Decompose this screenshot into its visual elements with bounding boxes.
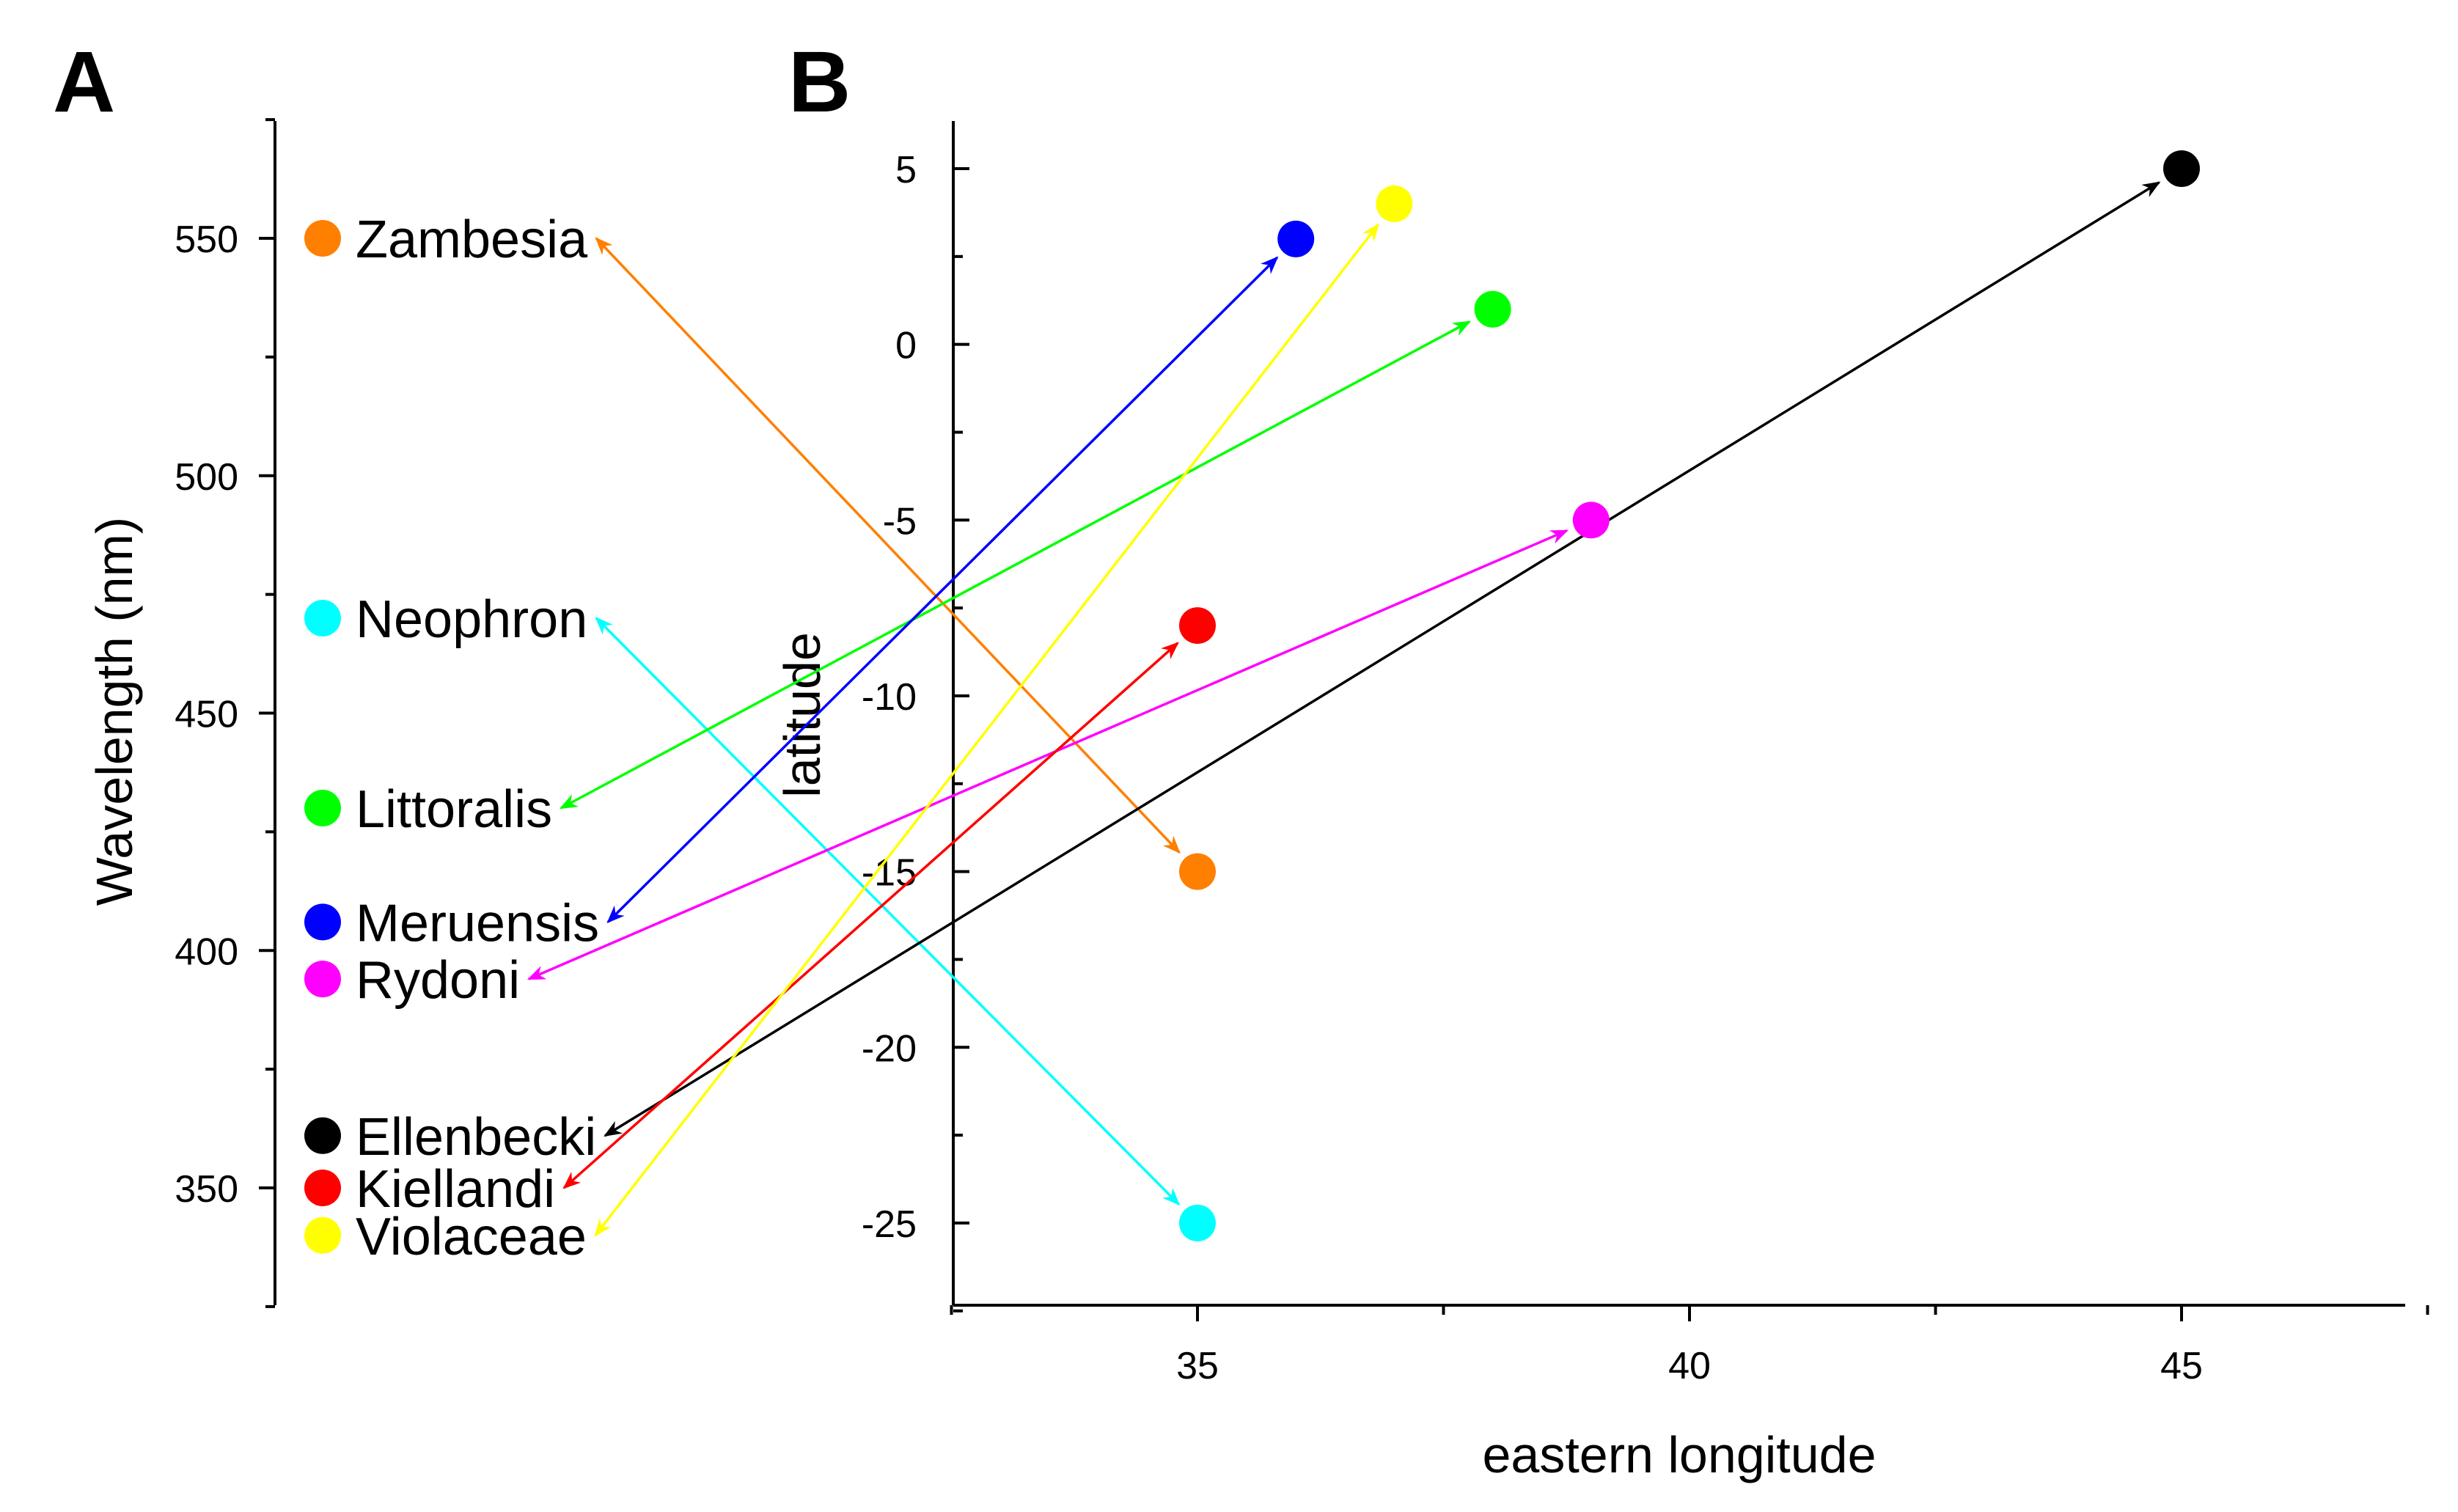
species-label-ellenbecki: Ellenbecki — [356, 1108, 596, 1167]
panel-b-y-tick-label: 0 — [895, 325, 917, 367]
panel-b-x-ticks — [950, 1305, 2429, 1321]
panel-a-marker-kiellandi — [304, 1170, 341, 1206]
panel-a-tick-label-500: 500 — [175, 456, 238, 499]
panel-b-y-tick-labels: 50-5-10-15-20-25 — [862, 149, 917, 1246]
panel-b-marker-rydoni — [1572, 502, 1610, 539]
panel-a-marker-neophron — [304, 600, 341, 636]
panel-a-marker-ellenbecki — [304, 1117, 341, 1154]
panel-b-marker-neophron — [1179, 1204, 1216, 1241]
panel-b-y-tick-label: -20 — [862, 1027, 917, 1070]
panel-a-marker-zambesia — [304, 220, 341, 257]
panel-a-points: Zambesia Neophron Littoralis MeruensisRydon… — [304, 210, 599, 1266]
species-label-neophron: Neophron — [356, 590, 587, 649]
panel-b-y-axis-title: latitude — [774, 632, 831, 798]
panel-a-marker-rydoni — [304, 961, 341, 998]
panel-b-x-tick-label: 40 — [1668, 1345, 1711, 1387]
arrow-violaceae — [594, 223, 1379, 1237]
species-label-violaceae: Violaceae — [356, 1208, 587, 1266]
panel-a-marker-meruensis — [304, 903, 341, 941]
species-label-kiellandi: Kiellandi — [356, 1160, 555, 1219]
panel-b-marker-kiellandi — [1179, 607, 1216, 645]
panel-letter-a: A — [53, 34, 115, 131]
panel-b-points — [1179, 150, 2200, 1241]
panel-b-x-tick-label: 35 — [1176, 1345, 1219, 1387]
arrow-rydoni — [527, 529, 1569, 980]
panel-b-marker-violaceae — [1376, 185, 1413, 222]
panel-b-marker-meruensis — [1277, 220, 1315, 257]
connection-arrows — [527, 181, 2161, 1237]
panel-b-y-tick-label: -25 — [862, 1203, 917, 1246]
panel-b-marker-ellenbecki — [2163, 150, 2200, 187]
panel-b-x-axis-title: eastern longitude — [1482, 1426, 1876, 1483]
panel-b-y-tick-label: 5 — [895, 149, 917, 191]
panel-letter-b: B — [788, 34, 851, 131]
panel-a-marker-littoralis — [304, 790, 341, 826]
panel-a-y-ticks — [259, 118, 275, 1308]
panel-a-marker-violaceae — [304, 1216, 341, 1254]
panel-a-y-tick-labels: 350 400 450 500 550 — [175, 219, 238, 1211]
panel-b-x-tick-label: 45 — [2160, 1345, 2203, 1387]
panel-a-tick-label-550: 550 — [175, 219, 238, 261]
panel-b-marker-zambesia — [1179, 853, 1216, 890]
arrow-kiellandi — [562, 642, 1179, 1189]
panel-a-y-axis-title: Wavelength (nm) — [86, 517, 143, 906]
panel-b-axes: 50-5-10-15-20-25 35 40 45 eastern longitud… — [774, 121, 2429, 1483]
panel-b-marker-littoralis — [1474, 290, 1511, 328]
arrow-littoralis — [559, 320, 1472, 810]
panel-b-y-ticks — [953, 167, 969, 1313]
arrow-zambesia — [595, 237, 1181, 854]
panel-a-tick-label-400: 400 — [175, 931, 238, 973]
species-label-zambesia: Zambesia — [356, 210, 588, 269]
panel-a-tick-label-450: 450 — [175, 694, 238, 736]
species-label-meruensis: Meruensis — [356, 894, 599, 953]
species-label-littoralis: Littoralis — [356, 780, 552, 839]
species-label-rydoni: Rydoni — [356, 951, 520, 1010]
panel-b-y-tick-label: -10 — [862, 676, 917, 719]
panel-b-y-tick-label: -5 — [883, 500, 917, 543]
panel-a-tick-label-350: 350 — [175, 1168, 238, 1211]
panel-b-x-tick-labels: 35 40 45 — [1176, 1345, 2203, 1387]
panel-a-axis: 350 400 450 500 550 Wavelength (nm) — [86, 118, 276, 1308]
